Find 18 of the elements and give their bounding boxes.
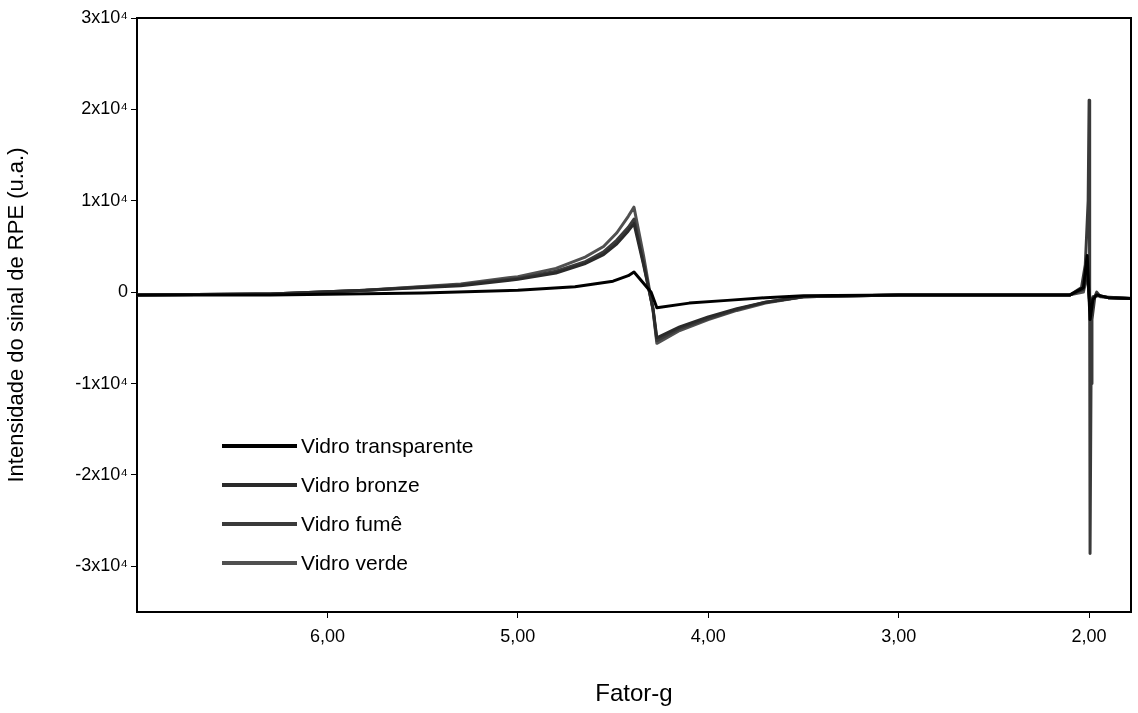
x-axis-title: Fator-g [595, 679, 673, 707]
y-axis-title: Intensidade do sinal de RPE (u.a.) [3, 147, 29, 483]
legend-label: Vidro transparente [301, 433, 474, 458]
y-tick-label: 3x10⁴ [81, 6, 128, 27]
y-tick-label: 2x10⁴ [81, 98, 128, 119]
x-tick-label: 6,00 [309, 625, 345, 646]
legend-label: Vidro verde [301, 550, 409, 575]
x-tick-label: 5,00 [500, 625, 536, 646]
y-tick-label: 1x10⁴ [81, 189, 128, 210]
y-tick-label: -2x10⁴ [75, 463, 128, 484]
x-tick-label: 4,00 [690, 625, 726, 646]
legend-label: Vidro fumê [301, 511, 403, 536]
legend-label: Vidro bronze [301, 472, 420, 497]
x-tick-label: 2,00 [1071, 625, 1107, 646]
x-tick-label: 3,00 [881, 625, 917, 646]
y-tick-label: -3x10⁴ [75, 555, 128, 576]
y-tick-label: -1x10⁴ [75, 372, 128, 393]
y-tick-label: 0 [117, 281, 128, 302]
